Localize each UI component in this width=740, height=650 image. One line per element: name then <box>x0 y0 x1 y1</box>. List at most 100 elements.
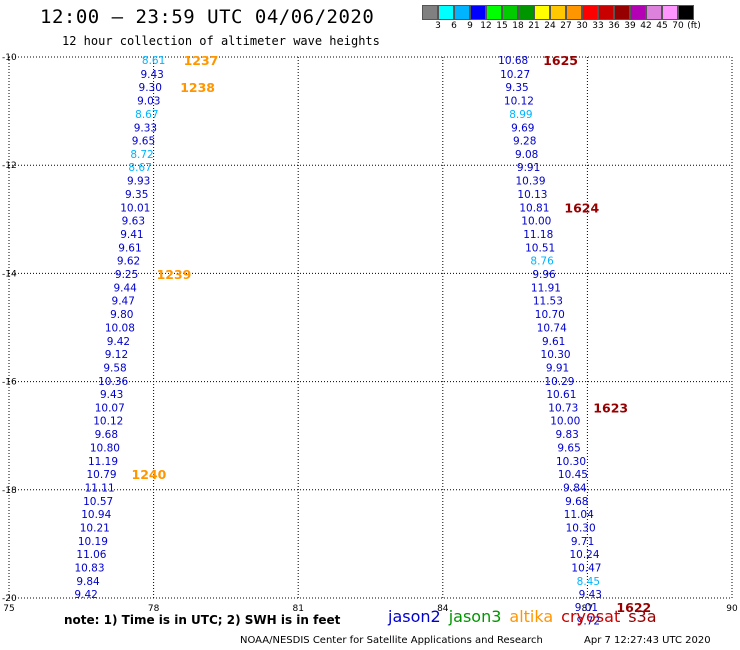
swh-value-label: 9.08 <box>515 149 538 161</box>
time-label: 1623 <box>593 401 628 416</box>
color-swatch <box>486 5 502 20</box>
swh-value-label: 10.24 <box>569 549 599 561</box>
color-scale-label: 3 <box>435 21 441 31</box>
color-swatch <box>566 5 582 20</box>
swh-value-label: 9.44 <box>113 282 137 294</box>
swh-value-label: 8.45 <box>577 576 600 588</box>
swh-value-label: 9.69 <box>511 122 534 134</box>
y-tick-label: -12 <box>2 161 17 171</box>
swh-value-label: 9.43 <box>100 389 123 401</box>
time-label: 1624 <box>564 200 599 215</box>
swh-value-label: 10.08 <box>105 323 135 335</box>
swh-value-label: 9.96 <box>532 269 556 281</box>
swh-value-label: 9.61 <box>542 336 565 348</box>
swh-value-label: 10.12 <box>504 95 534 107</box>
color-swatch <box>470 5 486 20</box>
color-scale-label: 27 <box>560 21 572 31</box>
color-swatch <box>662 5 678 20</box>
swh-value-label: 9.42 <box>74 589 97 601</box>
swh-value-label: 9.12 <box>105 349 128 361</box>
color-scale-label: 12 <box>480 21 492 31</box>
y-tick-label: -18 <box>2 486 17 496</box>
color-scale-label: 18 <box>512 21 524 31</box>
swh-value-label: 8.76 <box>530 255 554 267</box>
time-label: 1238 <box>180 80 215 95</box>
x-tick-label: 90 <box>726 604 738 614</box>
time-label: 1240 <box>132 467 167 482</box>
swh-value-label: 10.57 <box>83 496 113 508</box>
color-scale-labels: 3 6 9 12 15 18 21 24 27 30 33 36 39 42 45 70 (ft) <box>422 21 740 33</box>
swh-value-label: 10.81 <box>519 202 549 214</box>
swh-value-label: 10.61 <box>546 389 576 401</box>
swh-value-label: 9.93 <box>127 175 150 187</box>
swh-value-label: 9.72 <box>577 616 600 628</box>
page-subtitle: 12 hour collection of altimeter wave hei… <box>62 34 380 48</box>
swh-value-label: 11.53 <box>533 295 563 307</box>
swh-value-label: 10.74 <box>537 323 567 335</box>
x-tick-label: 75 <box>3 604 14 614</box>
color-swatch <box>534 5 550 20</box>
swh-value-label: 9.62 <box>117 255 140 267</box>
swh-value-label: 10.00 <box>521 215 551 227</box>
swh-value-label: 8.67 <box>135 109 158 121</box>
mission-legend-item: jason2 <box>388 607 441 626</box>
swh-value-label: 8.61 <box>142 55 165 67</box>
swh-value-label: 10.47 <box>571 563 601 575</box>
swh-value-label: 9.41 <box>120 229 143 241</box>
y-tick-label: -20 <box>2 594 17 604</box>
swh-value-label: 10.21 <box>80 523 110 535</box>
color-scale-label: 45 <box>656 21 668 31</box>
swh-value-label: 10.30 <box>541 349 571 361</box>
swh-value-label: 10.19 <box>78 536 108 548</box>
color-swatch <box>614 5 630 20</box>
color-swatch <box>438 5 454 20</box>
swh-value-label: 11.04 <box>564 509 594 521</box>
swh-value-label: 9.43 <box>579 589 602 601</box>
swh-value-label: 10.70 <box>535 309 565 321</box>
swh-value-label: 10.30 <box>566 523 596 535</box>
color-swatch <box>502 5 518 20</box>
color-scale-label: 24 <box>544 21 556 31</box>
color-scale-label: 6 <box>451 21 457 31</box>
color-scale-label: 30 <box>576 21 588 31</box>
swh-value-label: 10.01 <box>120 202 150 214</box>
color-swatch <box>646 5 662 20</box>
time-label: 1622 <box>616 600 651 615</box>
swh-value-label: 9.43 <box>140 69 163 81</box>
color-scale-label: 33 <box>592 21 604 31</box>
color-scale-label: 39 <box>624 21 636 31</box>
swh-value-label: 10.68 <box>498 55 528 67</box>
swh-value-label: 9.25 <box>115 269 138 281</box>
swh-value-label: 10.79 <box>87 469 117 481</box>
swh-value-label: 9.01 <box>575 602 598 614</box>
swh-value-label: 9.61 <box>118 242 141 254</box>
footer-note: note: 1) Time is in UTC; 2) SWH is in fe… <box>64 613 341 627</box>
swh-value-label: 9.68 <box>565 496 588 508</box>
swh-value-label: 10.94 <box>81 509 111 521</box>
swh-value-label: 9.30 <box>139 82 162 94</box>
color-scale-label: 36 <box>608 21 620 31</box>
swh-value-label: 9.03 <box>137 95 160 107</box>
time-label: 1239 <box>157 267 192 282</box>
color-scale-label: 15 <box>496 21 508 31</box>
mission-legend: jason2 jason3 altika cryosat s3a <box>388 607 665 626</box>
swh-value-label: 9.68 <box>95 429 118 441</box>
color-swatch <box>630 5 646 20</box>
swh-value-label: 10.51 <box>525 242 555 254</box>
swh-value-label: 11.06 <box>76 549 106 561</box>
swh-value-label: 8.72 <box>130 149 153 161</box>
swh-value-label: 10.13 <box>517 189 547 201</box>
swh-value-label: 11.18 <box>523 229 553 241</box>
mission-legend-item: jason3 <box>448 607 502 626</box>
swh-value-label: 9.33 <box>134 122 157 134</box>
swh-value-label: 9.63 <box>122 215 145 227</box>
swh-value-label: 11.19 <box>88 456 118 468</box>
swh-value-label: 10.30 <box>556 456 586 468</box>
color-scale-label: (ft) <box>687 21 701 31</box>
timestamp-text: Apr 7 12:27:43 UTC 2020 <box>584 635 711 646</box>
color-swatch <box>518 5 534 20</box>
swh-value-label: 10.80 <box>90 443 120 455</box>
swh-value-label: 11.11 <box>85 483 115 495</box>
swh-value-label: 9.65 <box>557 443 580 455</box>
